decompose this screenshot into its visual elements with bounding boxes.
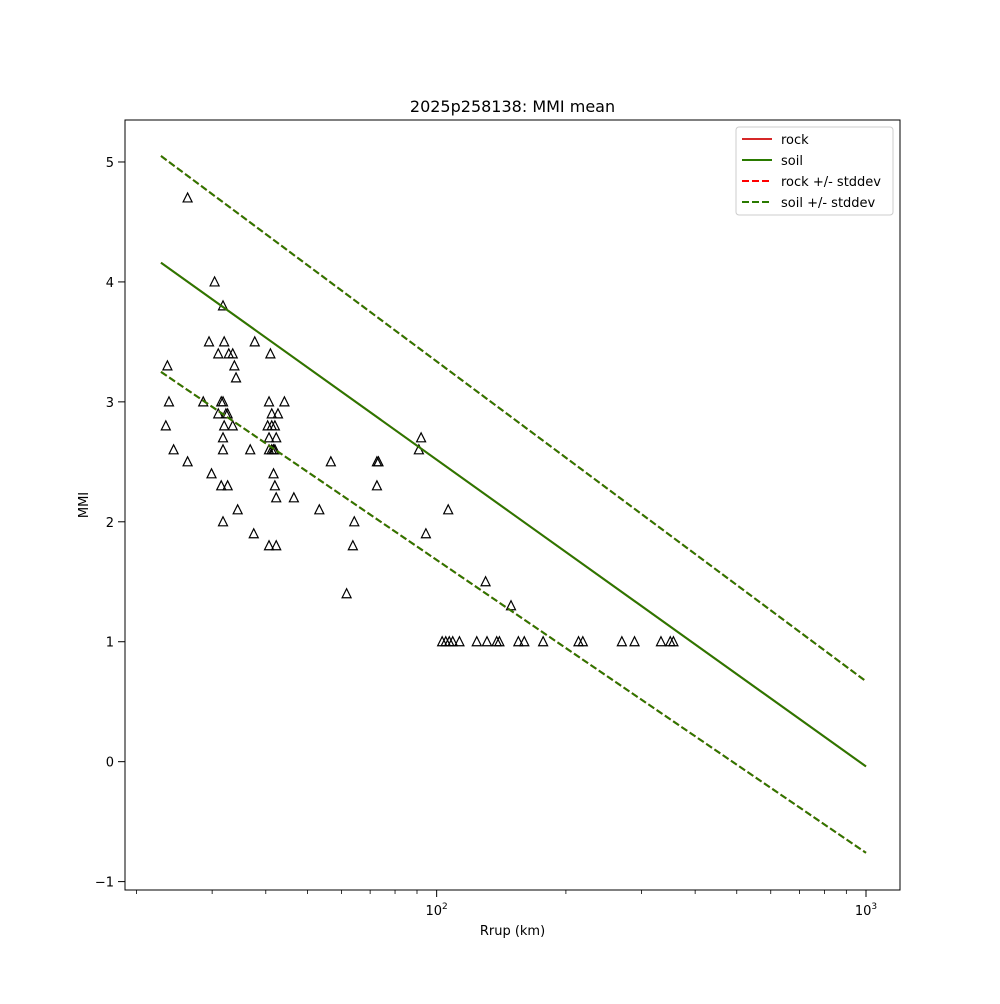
- observation-marker: [278, 395, 290, 407]
- series-line-soil-pm-stddev-lower: [160, 371, 867, 854]
- observation-marker: [268, 467, 280, 479]
- observation-marker: [215, 479, 227, 491]
- observation-marker: [655, 635, 667, 647]
- observation-marker: [212, 347, 224, 359]
- observation-marker: [348, 515, 360, 527]
- observation-marker: [182, 455, 194, 467]
- y-axis-ticks: −1 0 1 2 3 4 5: [95, 156, 125, 891]
- observation-marker: [263, 395, 275, 407]
- observation-marker: [209, 275, 221, 287]
- observation-marker: [480, 575, 492, 587]
- observation-marker: [270, 431, 282, 443]
- observation-marker: [667, 635, 679, 647]
- observation-marker: [313, 503, 325, 515]
- legend-label-soil-stddev: soil +/- stddev: [781, 196, 876, 211]
- legend-box: [735, 126, 894, 216]
- observation-marker: [269, 479, 281, 491]
- x-tick-exponent: 2: [442, 902, 448, 912]
- series-line-soil: [160, 261, 867, 768]
- observation-marker: [266, 407, 278, 419]
- observation-marker: [371, 479, 383, 491]
- legend-label-rock: rock: [781, 133, 809, 148]
- observation-marker: [442, 503, 454, 515]
- observation-marker: [537, 635, 549, 647]
- observation-marker: [263, 431, 275, 443]
- observation-marker: [228, 359, 240, 371]
- observation-marker: [182, 191, 194, 203]
- observation-marker: [493, 635, 505, 647]
- chart-title: 2025p258138: MMI mean: [410, 97, 615, 116]
- x-axis-label: Rrup (km): [480, 924, 545, 939]
- legend-label-soil: soil: [781, 154, 803, 169]
- observation-marker: [217, 515, 229, 527]
- observation-marker: [269, 443, 281, 455]
- observation-marker: [230, 371, 242, 383]
- observation-marker: [161, 359, 173, 371]
- series-line-soil-pm-stddev-upper: [160, 155, 867, 683]
- observation-marker: [481, 635, 493, 647]
- observation-marker: [163, 395, 175, 407]
- observation-marker: [227, 347, 239, 359]
- observation-marker: [447, 635, 459, 647]
- x-tick-exponent: 3: [871, 902, 877, 912]
- legend-label-rock-stddev: rock +/- stddev: [781, 175, 881, 190]
- observation-marker: [270, 491, 282, 503]
- y-axis-label: MMI: [77, 492, 92, 518]
- observation-marker: [217, 431, 229, 443]
- observation-marker: [512, 635, 524, 647]
- observation-marker: [249, 335, 261, 347]
- observation-marker: [203, 335, 215, 347]
- observation-marker: [272, 407, 284, 419]
- plot-frame: [124, 119, 901, 891]
- observation-marker: [218, 419, 230, 431]
- y-tick-label: 0: [106, 756, 114, 771]
- observation-marker: [325, 455, 337, 467]
- observation-marker: [629, 635, 641, 647]
- y-tick-label: 3: [106, 396, 114, 411]
- observation-marker: [518, 635, 530, 647]
- observation-marker: [264, 347, 276, 359]
- observation-marker: [373, 455, 384, 467]
- y-tick-label: 4: [106, 276, 114, 291]
- observation-marker: [244, 443, 256, 455]
- observation-marker: [227, 419, 239, 431]
- observation-marker: [616, 635, 628, 647]
- observation-marker: [263, 539, 275, 551]
- model-lines-layer: [160, 155, 867, 854]
- observation-marker: [347, 539, 359, 551]
- observation-marker: [232, 503, 244, 515]
- observation-marker: [270, 539, 282, 551]
- observation-marker: [248, 527, 260, 539]
- observation-marker: [577, 635, 589, 647]
- observation-marker: [420, 527, 432, 539]
- y-tick-label: 2: [106, 516, 114, 531]
- observation-marker: [222, 479, 234, 491]
- observation-marker: [206, 467, 217, 479]
- observation-marker: [218, 335, 230, 347]
- y-tick-label: 5: [106, 156, 114, 171]
- observation-marker: [168, 443, 180, 455]
- observation-marker: [269, 419, 281, 431]
- observation-marker: [415, 431, 427, 443]
- y-tick-label: 1: [106, 636, 114, 651]
- observation-marker: [453, 635, 465, 647]
- observation-marker: [288, 491, 300, 503]
- observation-marker: [471, 635, 483, 647]
- observation-marker: [341, 587, 353, 599]
- y-tick-label: −1: [95, 876, 114, 891]
- observation-marker: [217, 443, 229, 455]
- observation-marker: [217, 395, 229, 407]
- observation-marker: [160, 419, 172, 431]
- legend: rock soil rock +/- stddev soil +/- stdde…: [735, 126, 894, 216]
